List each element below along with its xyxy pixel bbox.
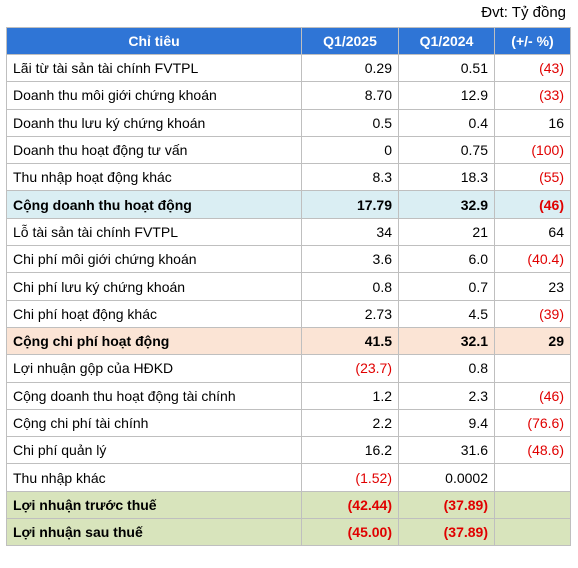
value-cell: 18.3 <box>398 163 495 192</box>
value-cell: 0.4 <box>398 108 495 137</box>
value-cell: (1.52) <box>301 463 399 492</box>
value-cell: (55) <box>494 163 571 192</box>
value-cell: 2.2 <box>301 408 399 438</box>
row-label: Doanh thu môi giới chứng khoán <box>6 81 302 110</box>
table-row: Lỗ tài sản tài chính FVTPL 34 21 64 <box>6 217 571 247</box>
header-cell: (+/- %) <box>494 27 571 55</box>
value-cell: (45.00) <box>301 518 399 547</box>
value-cell: (37.89) <box>398 490 495 520</box>
row-label: Chi phí quản lý <box>6 436 302 465</box>
row-label: Cộng doanh thu hoạt động tài chính <box>6 381 302 410</box>
value-cell <box>494 354 571 383</box>
table-row: Chi phí quản lý 16.2 31.6 (48.6) <box>6 436 571 465</box>
value-cell: (76.6) <box>494 408 571 438</box>
row-label: Chi phí môi giới chứng khoán <box>6 245 302 274</box>
row-label: Cộng chi phí hoạt động <box>6 326 302 356</box>
table-row: Cộng doanh thu hoạt động tài chính 1.2 2.3… <box>6 381 571 410</box>
value-cell <box>494 463 571 492</box>
value-cell: 32.1 <box>398 326 495 356</box>
row-label: Lợi nhuận gộp của HĐKD <box>6 354 302 383</box>
value-cell: (37.89) <box>398 518 495 547</box>
value-cell: (46) <box>494 381 571 410</box>
row-label: Lãi từ tài sản tài chính FVTPL <box>6 53 302 83</box>
value-cell: 0.75 <box>398 135 495 165</box>
value-cell <box>494 490 571 520</box>
value-cell: 0.8 <box>398 354 495 383</box>
value-cell: 0.29 <box>301 53 399 83</box>
table-row: Chi phí lưu ký chứng khoán 0.8 0.7 23 <box>6 272 571 301</box>
value-cell: (33) <box>494 81 571 110</box>
table-row: Doanh thu môi giới chứng khoán 8.70 12.9 (3… <box>6 81 571 110</box>
table-row: Lãi từ tài sản tài chính FVTPL 0.29 0.51 (4… <box>6 53 571 83</box>
value-cell: 0 <box>301 135 399 165</box>
value-cell: 3.6 <box>301 245 399 274</box>
value-cell: (46) <box>494 190 571 219</box>
value-cell: (39) <box>494 299 571 328</box>
value-cell: 0.7 <box>398 272 495 301</box>
row-label: Lợi nhuận sau thuế <box>6 518 302 547</box>
table-row: Chi phí hoạt động khác 2.73 4.5 (39) <box>6 299 571 328</box>
value-cell: 8.70 <box>301 81 399 110</box>
row-label: Lợi nhuận trước thuế <box>6 490 302 520</box>
value-cell: 6.0 <box>398 245 495 274</box>
row-label: Doanh thu hoạt động tư vấn <box>6 135 302 165</box>
row-label: Lỗ tài sản tài chính FVTPL <box>6 217 302 247</box>
row-label: Cộng chi phí tài chính <box>6 408 302 438</box>
table-row: Cộng chi phí hoạt động 41.5 32.1 29 <box>6 326 571 356</box>
value-cell: 41.5 <box>301 326 399 356</box>
table-row: Doanh thu lưu ký chứng khoán 0.5 0.4 16 <box>6 108 571 137</box>
row-label: Doanh thu lưu ký chứng khoán <box>6 108 302 137</box>
value-cell: (40.4) <box>494 245 571 274</box>
row-label: Chi phí lưu ký chứng khoán <box>6 272 302 301</box>
header-cell: Q1/2024 <box>398 27 495 55</box>
table: Chỉ tiêu Q1/2025 Q1/2024 (+/- %) Lãi từ tài… <box>6 27 571 547</box>
value-cell: 2.73 <box>301 299 399 328</box>
table-row: Cộng chi phí tài chính 2.2 9.4 (76.6) <box>6 408 571 438</box>
value-cell: 12.9 <box>398 81 495 110</box>
value-cell: 1.2 <box>301 381 399 410</box>
table-row: Thu nhập khác (1.52) 0.0002 <box>6 463 571 492</box>
unit-note: Đvt: Tỷ đồng <box>481 4 566 21</box>
value-cell: 23 <box>494 272 571 301</box>
header-row: Chỉ tiêu Q1/2025 Q1/2024 (+/- %) <box>6 27 571 55</box>
value-cell: 21 <box>398 217 495 247</box>
table-row: Chi phí môi giới chứng khoán 3.6 6.0 (40.4) <box>6 245 571 274</box>
table-row: Thu nhập hoạt động khác 8.3 18.3 (55) <box>6 163 571 192</box>
table-row: Lợi nhuận gộp của HĐKD (23.7) 0.8 <box>6 354 571 383</box>
value-cell: 64 <box>494 217 571 247</box>
table-row: Lợi nhuận sau thuế (45.00) (37.89) <box>6 518 571 547</box>
row-label: Thu nhập hoạt động khác <box>6 163 302 192</box>
header-cell: Q1/2025 <box>301 27 399 55</box>
value-cell: (42.44) <box>301 490 399 520</box>
row-label: Cộng doanh thu hoạt động <box>6 190 302 219</box>
table-row: Cộng doanh thu hoạt động 17.79 32.9 (46) <box>6 190 571 219</box>
value-cell: 16.2 <box>301 436 399 465</box>
value-cell: 9.4 <box>398 408 495 438</box>
value-cell: (23.7) <box>301 354 399 383</box>
table-row: Lợi nhuận trước thuế (42.44) (37.89) <box>6 490 571 520</box>
value-cell: (100) <box>494 135 571 165</box>
value-cell: 17.79 <box>301 190 399 219</box>
value-cell: 32.9 <box>398 190 495 219</box>
value-cell: 31.6 <box>398 436 495 465</box>
value-cell: 0.8 <box>301 272 399 301</box>
value-cell: 34 <box>301 217 399 247</box>
value-cell: 8.3 <box>301 163 399 192</box>
row-label: Thu nhập khác <box>6 463 302 492</box>
value-cell: (43) <box>494 53 571 83</box>
value-cell: 16 <box>494 108 571 137</box>
header-cell: Chỉ tiêu <box>6 27 302 55</box>
value-cell: 0.0002 <box>398 463 495 492</box>
value-cell: 0.5 <box>301 108 399 137</box>
value-cell: 29 <box>494 326 571 356</box>
value-cell: (48.6) <box>494 436 571 465</box>
value-cell <box>494 518 571 547</box>
value-cell: 4.5 <box>398 299 495 328</box>
value-cell: 0.51 <box>398 53 495 83</box>
table-row: Doanh thu hoạt động tư vấn 0 0.75 (100) <box>6 135 571 165</box>
row-label: Chi phí hoạt động khác <box>6 299 302 328</box>
value-cell: 2.3 <box>398 381 495 410</box>
